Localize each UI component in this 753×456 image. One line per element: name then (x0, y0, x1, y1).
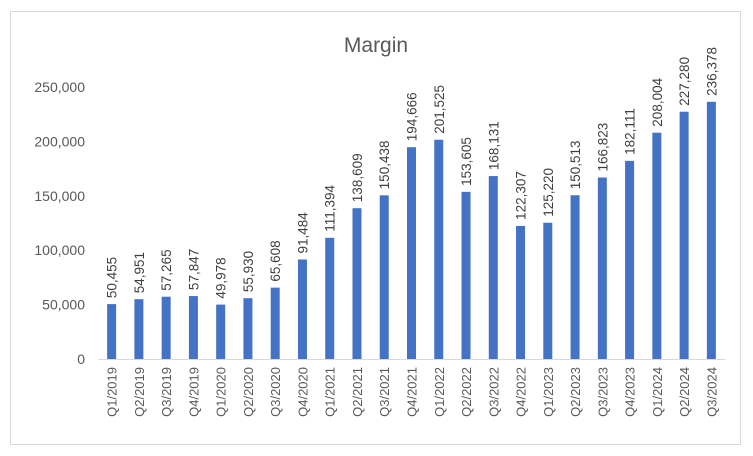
bar (570, 195, 580, 359)
x-tick-label: Q3/2020 (268, 367, 283, 417)
data-label: 57,265 (159, 249, 174, 290)
data-label: 201,525 (432, 85, 447, 134)
x-tick-label: Q1/2022 (432, 367, 447, 417)
chart-frame: Margin 0 50,000 100,000 150,000 200,000 250,0… (10, 11, 741, 445)
x-tick-label: Q2/2020 (241, 367, 256, 417)
x-tick-label: Q4/2021 (405, 367, 420, 417)
x-tick-label: Q4/2019 (186, 367, 201, 417)
bar (625, 160, 635, 359)
data-label: 111,394 (323, 185, 338, 232)
data-label: 153,605 (459, 137, 474, 186)
bar (679, 111, 689, 359)
bar (270, 287, 280, 359)
bar (516, 225, 526, 359)
x-tick-label: Q2/2021 (350, 367, 365, 417)
y-tick-label: 0 (77, 351, 85, 367)
bar (325, 237, 335, 359)
data-label: 54,951 (132, 252, 147, 293)
bar (107, 304, 117, 359)
bar (597, 177, 607, 359)
bar (488, 176, 498, 359)
data-label: 55,930 (241, 251, 256, 292)
x-tick-label: Q1/2019 (105, 367, 120, 417)
data-label: 65,608 (268, 240, 283, 281)
bar (407, 147, 416, 359)
y-tick-label: 50,000 (42, 297, 85, 313)
x-tick-label: Q2/2019 (132, 367, 147, 417)
bar (461, 191, 471, 359)
x-tick-label: Q2/2024 (677, 367, 692, 417)
x-tick-label: Q3/2022 (486, 367, 501, 417)
bar (652, 132, 662, 359)
x-tick-label: Q2/2022 (459, 367, 474, 417)
data-label: 50,455 (105, 257, 120, 298)
y-tick-label: 150,000 (34, 188, 85, 204)
bar (706, 101, 716, 359)
data-label: 168,131 (486, 121, 501, 170)
x-tick-label: Q1/2024 (650, 367, 665, 417)
y-tick-label: 250,000 (34, 79, 85, 95)
x-tick-label: Q2/2023 (568, 367, 583, 417)
data-label: 57,847 (186, 249, 201, 290)
x-tick-label: Q1/2023 (541, 367, 556, 417)
y-axis: 0 50,000 100,000 150,000 200,000 250,000 (34, 79, 85, 367)
y-tick-label: 200,000 (34, 133, 85, 149)
x-tick-label: Q4/2023 (623, 367, 638, 417)
bar (379, 195, 389, 359)
chart-title: Margin (344, 34, 408, 57)
data-label: 194,666 (405, 92, 420, 141)
bar (352, 208, 362, 359)
x-tick-label: Q3/2021 (377, 367, 392, 417)
data-label: 236,378 (704, 47, 719, 96)
data-labels-group: 50,455 54,951 57,265 57,847 49,978 55,930 65,6… (105, 47, 720, 299)
data-label: 227,280 (677, 57, 692, 106)
data-label: 166,823 (595, 123, 610, 172)
data-label: 122,307 (514, 171, 529, 220)
x-axis: Q1/2019 Q2/2019 Q3/2019 Q4/2019 Q1/2020 Q2/20… (105, 367, 720, 417)
x-tick-label: Q1/2020 (214, 367, 229, 417)
x-tick-label: Q3/2023 (595, 367, 610, 417)
bar (243, 298, 253, 359)
bar (161, 296, 171, 359)
data-label: 150,513 (568, 140, 583, 189)
data-label: 150,438 (377, 141, 392, 190)
x-tick-label: Q4/2020 (295, 367, 310, 417)
bar (134, 299, 144, 359)
data-label: 138,609 (350, 153, 365, 202)
y-tick-label: 100,000 (34, 242, 85, 258)
data-label: 125,220 (541, 168, 556, 217)
data-label: 91,484 (295, 212, 310, 254)
bar (434, 139, 444, 359)
x-tick-label: Q4/2022 (514, 367, 529, 417)
bar (297, 259, 307, 359)
bars-group (107, 101, 716, 359)
bar (543, 222, 553, 359)
x-tick-label: Q3/2024 (704, 367, 719, 417)
x-tick-label: Q1/2021 (323, 367, 338, 417)
data-label: 208,004 (650, 77, 665, 126)
bar (216, 304, 226, 359)
data-label: 182,111 (623, 108, 638, 155)
data-label: 49,978 (214, 257, 229, 298)
bar (188, 296, 198, 359)
x-tick-label: Q3/2019 (159, 367, 174, 417)
bar-chart: Margin 0 50,000 100,000 150,000 200,000 250,0… (34, 34, 725, 417)
